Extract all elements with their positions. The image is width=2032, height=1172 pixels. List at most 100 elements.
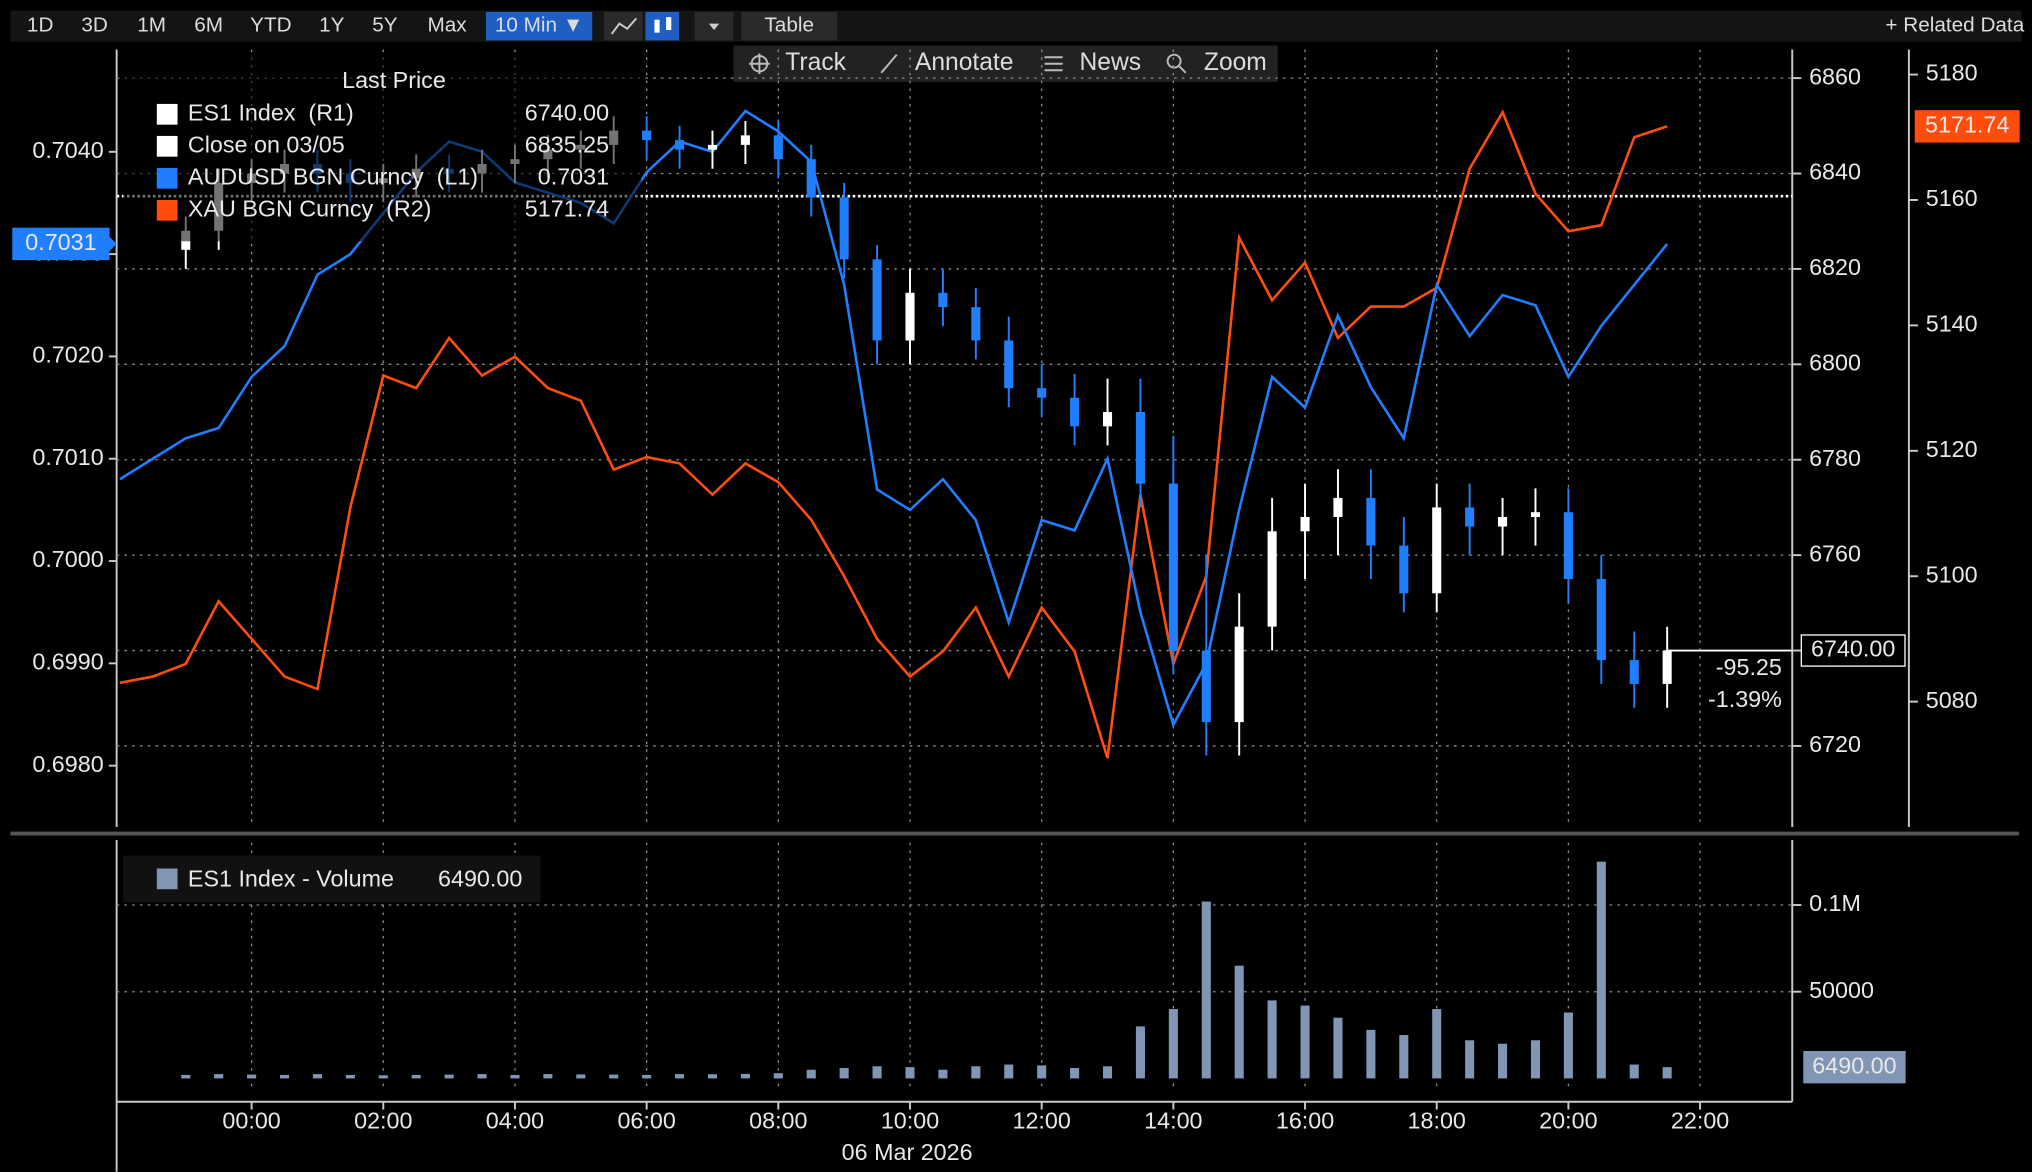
volume-bar (378, 1075, 388, 1079)
candle-body (675, 140, 685, 150)
volume-bar (1366, 1029, 1376, 1079)
tool-track[interactable]: Track (785, 49, 846, 76)
y3-tick-label: 5160 (1926, 185, 1978, 211)
volume-bar (872, 1066, 882, 1079)
period-button[interactable]: Max (428, 14, 468, 37)
tool-annotate[interactable]: Annotate (915, 49, 1014, 76)
volume-last-tag: 6490.00 (1812, 1052, 1896, 1078)
candle-body (1135, 412, 1145, 484)
volume-bar (773, 1073, 783, 1079)
volume-bar (1070, 1068, 1080, 1079)
interval-button[interactable] (485, 11, 593, 41)
volume-legend-name: ES1 Index - Volume (188, 865, 394, 891)
legend-swatch (156, 103, 178, 125)
volume-tick-label: 0.1M (1809, 890, 1861, 916)
candle-icon[interactable] (645, 11, 680, 41)
volume-bar (707, 1074, 718, 1079)
legend-name: Close on 03/05 (188, 131, 345, 157)
volume-bar (543, 1074, 553, 1079)
volume-bar (1102, 1066, 1113, 1079)
toolbar (10, 10, 2022, 42)
period-button[interactable]: 1D (27, 14, 54, 37)
period-button[interactable]: 3D (81, 14, 108, 37)
candle-body (1168, 483, 1178, 651)
tool-icons (749, 53, 1187, 75)
volume-bar (1563, 1012, 1573, 1079)
volume-bar (214, 1074, 224, 1079)
volume-bar (1465, 1040, 1475, 1079)
x-axis-label: 06 Mar 2026 (842, 1139, 973, 1165)
y2-tick-label: 6840 (1809, 159, 1861, 185)
volume-bar (1037, 1065, 1047, 1079)
x-tick-label: 10:00 (881, 1108, 939, 1134)
line-series (119, 109, 1668, 759)
y2-tick-label: 6860 (1809, 63, 1861, 89)
x-tick-label: 06:00 (617, 1108, 675, 1134)
volume-bar (1135, 1026, 1145, 1079)
legend-swatch (156, 167, 178, 189)
period-button[interactable]: 5Y (372, 14, 398, 37)
table-button[interactable] (741, 11, 838, 41)
menu-icon-glyph (708, 23, 720, 31)
zoom-icon (1166, 53, 1182, 69)
legend-name: XAU BGN Curncy (R2) (188, 195, 432, 221)
related-data[interactable]: + Related Data (1885, 14, 2024, 37)
r1-last-tag-box (1800, 634, 1906, 667)
candle-body (1201, 650, 1211, 723)
r2-last-tag-box (1914, 110, 2020, 143)
volume-bar (312, 1074, 322, 1079)
volume-bar (806, 1069, 816, 1079)
candle-body (1267, 531, 1277, 627)
candle-body (1366, 497, 1376, 546)
tool-news[interactable]: News (1080, 49, 1142, 76)
y-tick-label: 0.6980 (32, 751, 103, 777)
candle-icon-glyph (654, 19, 660, 33)
x-tick-label: 16:00 (1276, 1108, 1334, 1134)
volume-bar (1234, 965, 1244, 1079)
period-button[interactable]: YTD (250, 14, 291, 37)
candle-body (1465, 507, 1475, 527)
candle-body (1662, 650, 1672, 684)
candle-body (1070, 397, 1080, 427)
y2-tick-label: 6820 (1809, 254, 1861, 280)
candle-body (1432, 507, 1442, 594)
volume-bar (1432, 1009, 1442, 1079)
x-tick-label: 00:00 (222, 1108, 280, 1134)
candle-body (707, 144, 718, 150)
candle-body (1629, 660, 1639, 684)
volume-bar (971, 1066, 981, 1079)
r2-last-tag: 5171.74 (1925, 112, 2009, 138)
candle-body (740, 135, 750, 145)
period-button[interactable]: 1Y (319, 14, 345, 37)
r1-last-tag: 6740.00 (1811, 636, 1895, 662)
interval-label[interactable]: 10 Min ▼ (495, 14, 583, 37)
volume-bar (1300, 1005, 1310, 1079)
table-label[interactable]: Table (764, 14, 814, 37)
y-tick-label: 0.6990 (32, 649, 103, 675)
volume-bar (905, 1067, 915, 1079)
volume-bar (444, 1074, 454, 1079)
volume-bar (279, 1074, 290, 1079)
volume-legend-value: 6490.00 (438, 865, 522, 891)
volume-bar (1201, 901, 1211, 1079)
x-tick-label: 04:00 (486, 1108, 544, 1134)
volume-bar (642, 1074, 652, 1079)
volume-bar (477, 1074, 487, 1079)
volume-bar (675, 1074, 685, 1079)
x-tick-label: 14:00 (1144, 1108, 1202, 1134)
period-button[interactable]: 1M (137, 14, 166, 37)
legend-swatch (156, 135, 178, 157)
volume-bar (839, 1068, 849, 1079)
legend-name: AUDUSD BGN Curncy (L1) (188, 163, 478, 189)
x-tick-label: 22:00 (1671, 1108, 1729, 1134)
volume-bar (1168, 1009, 1178, 1079)
candle-body (971, 307, 981, 341)
legend-name: ES1 Index (R1) (188, 99, 354, 125)
volume-bar (1333, 1017, 1343, 1079)
volume-bar (1004, 1064, 1014, 1079)
tool-zoom[interactable]: Zoom (1204, 49, 1267, 76)
legend-value: 0.7031 (538, 163, 609, 189)
period-button[interactable]: 6M (194, 14, 223, 37)
